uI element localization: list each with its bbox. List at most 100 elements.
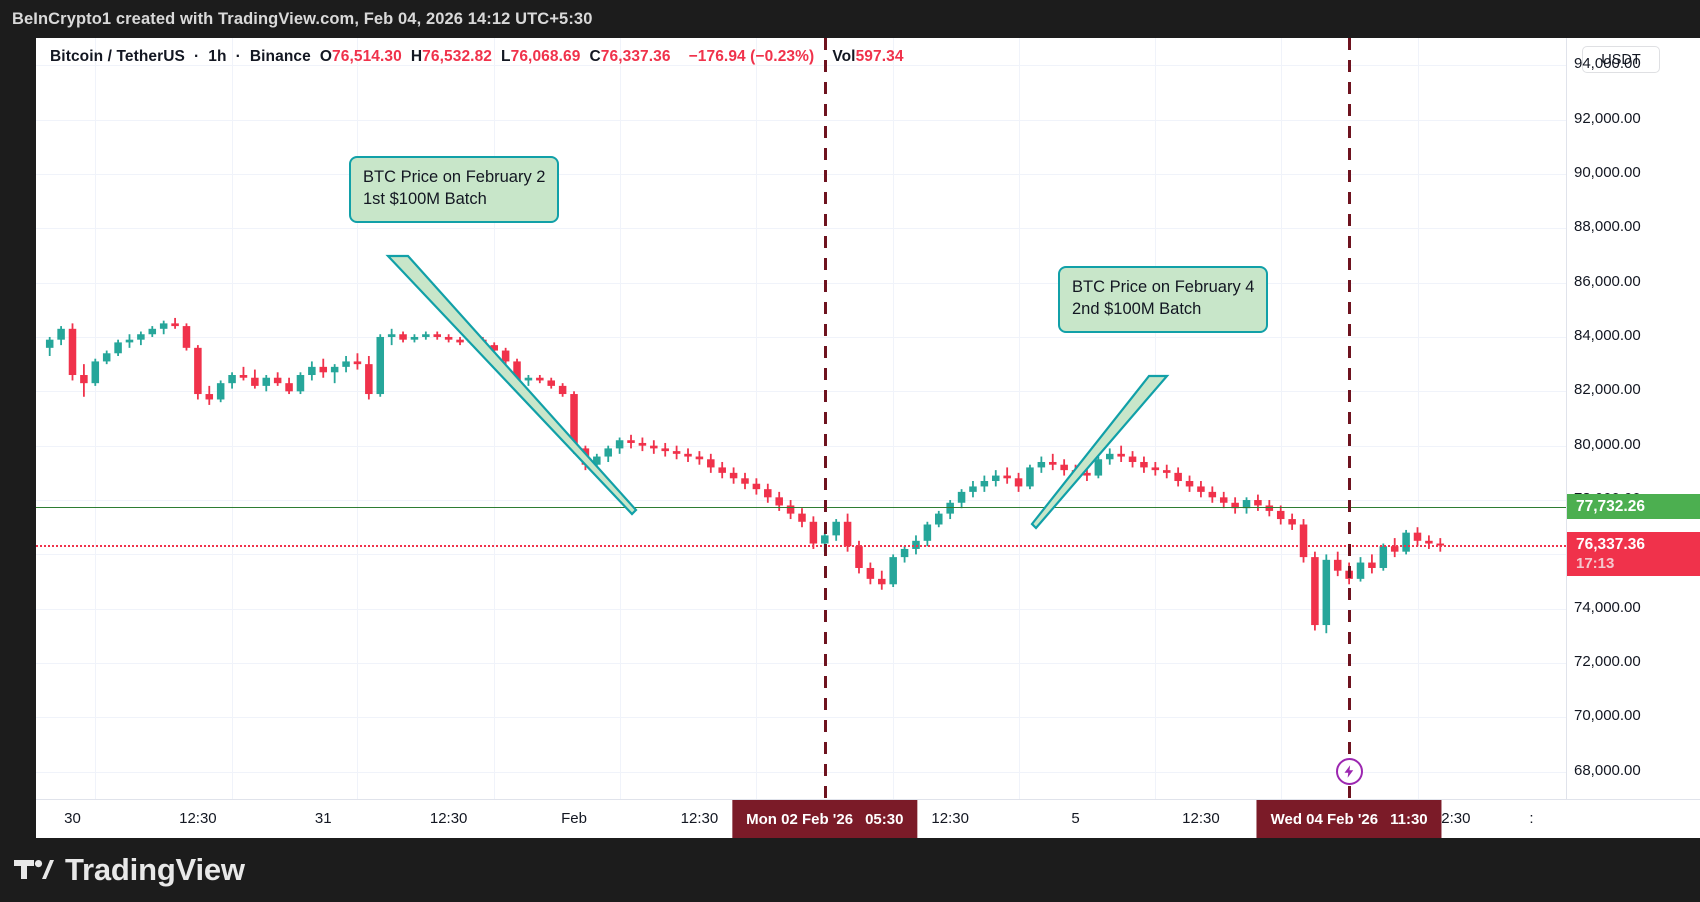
- currency-badge[interactable]: USDT: [1582, 46, 1660, 73]
- callout-2-line-2: 2nd $100M Batch: [1072, 299, 1202, 318]
- time-axis-date-badge: Wed 04 Feb '26 11:30: [1256, 800, 1442, 838]
- gridline-horizontal: [36, 445, 1566, 447]
- current-price-line: [36, 545, 1566, 548]
- time-tick: 5: [1071, 810, 1080, 827]
- callout-2-pointer: [1030, 374, 1170, 530]
- legend-sep-2: ·: [235, 48, 241, 65]
- callout-1-line-1: BTC Price on February 2: [363, 168, 546, 186]
- price-tick: 72,000.00: [1574, 653, 1641, 671]
- gridline-vertical: [95, 38, 96, 799]
- legend-low-label: L: [501, 48, 511, 65]
- legend-high-value: 76,532.82: [422, 48, 493, 65]
- price-tick: 68,000.00: [1574, 761, 1641, 779]
- legend-symbol[interactable]: Bitcoin / TetherUS: [50, 48, 185, 65]
- annotation-callout-2[interactable]: BTC Price on February 4 2nd $100M Batch: [1058, 266, 1269, 333]
- legend-close-label: C: [589, 48, 601, 65]
- legend-interval[interactable]: 1h: [208, 48, 227, 65]
- attribution-bar: BeInCrypto1 created with TradingView.com…: [0, 0, 1700, 38]
- tradingview-wordmark: TradingView: [65, 852, 245, 887]
- time-tick: 12:30: [179, 810, 217, 827]
- time-tick: 12:30: [680, 810, 719, 827]
- gridline-horizontal: [36, 282, 1566, 284]
- price-tick: 90,000.00: [1574, 163, 1641, 181]
- overlay-layer: BTC Price on February 2 1st $100M Batch …: [36, 38, 1566, 799]
- legend-change: −176.94 (−0.23%): [688, 48, 815, 65]
- time-tick: 12:30: [931, 810, 969, 827]
- event-line-feb-2: [823, 38, 827, 799]
- price-tick: 70,000.00: [1574, 707, 1641, 725]
- price-tick: 86,000.00: [1574, 272, 1641, 290]
- left-shade: [0, 38, 36, 838]
- time-tick: 12:30: [1432, 810, 1471, 827]
- legend-high-label: H: [410, 48, 423, 65]
- gridline-vertical: [1281, 38, 1282, 799]
- event-line-feb-4: [1348, 38, 1352, 799]
- legend-close-value: 76,337.36: [600, 48, 671, 65]
- price-tick: 84,000.00: [1574, 326, 1641, 344]
- legend-sep-1: ·: [194, 48, 200, 65]
- legend-open-label: O: [319, 48, 332, 65]
- gridline-horizontal: [36, 608, 1566, 610]
- gridline-vertical: [357, 38, 358, 799]
- legend-volume-label: Vol: [832, 48, 856, 65]
- gridline-vertical: [232, 38, 233, 799]
- time-tick: Feb: [561, 810, 587, 827]
- price-tick: 92,000.00: [1574, 109, 1641, 127]
- legend-low-value: 76,068.69: [510, 48, 581, 65]
- price-tick: 94,000.00: [1574, 55, 1641, 73]
- last-price-tag: 77,732.26: [1567, 494, 1700, 520]
- legend-open-value: 76,514.30: [332, 48, 402, 65]
- gridline-vertical: [893, 38, 894, 799]
- attribution-text: BeInCrypto1 created with TradingView.com…: [12, 9, 593, 28]
- time-axis-date-badge: Mon 02 Feb '26 05:30: [732, 800, 918, 838]
- gridline-vertical: [756, 38, 757, 799]
- gridline-horizontal: [36, 554, 1566, 556]
- current-price-tag: 76,337.36 17:13: [1567, 532, 1700, 577]
- legend-volume-value: 597.34: [855, 48, 904, 65]
- tradingview-logo-icon: [14, 857, 54, 883]
- gridline-horizontal: [36, 228, 1566, 230]
- price-tick: 88,000.00: [1574, 218, 1641, 236]
- grid-layer: [36, 38, 1566, 799]
- annotation-callout-1[interactable]: BTC Price on February 2 1st $100M Batch: [349, 156, 560, 223]
- gridline-horizontal: [36, 173, 1566, 175]
- gridline-vertical: [1418, 38, 1419, 799]
- last-price-line: [36, 507, 1566, 509]
- price-tick: 82,000.00: [1574, 381, 1641, 399]
- date-badge-date: Mon 02 Feb '26: [746, 811, 854, 828]
- gridline-horizontal: [36, 119, 1566, 121]
- legend-exchange[interactable]: Binance: [249, 48, 311, 65]
- time-tick: 30: [64, 810, 81, 827]
- gridline-vertical: [1019, 38, 1020, 799]
- plot-area[interactable]: BTC Price on February 2 1st $100M Batch …: [36, 38, 1566, 799]
- bar-countdown: 17:13: [1576, 555, 1615, 573]
- time-tick: 12:30: [1182, 810, 1220, 827]
- last-price-value: 77,732.26: [1576, 498, 1645, 516]
- price-axis[interactable]: USDT 94,000.00 92,000.00 90,000.00 88,000.0…: [1566, 38, 1700, 838]
- gridline-horizontal: [36, 336, 1566, 338]
- time-tick: :: [1529, 810, 1534, 827]
- chart-legend[interactable]: Bitcoin / TetherUS · 1h · Binance O76,514.30 H…: [50, 48, 904, 66]
- date-badge-date: Wed 04 Feb '26: [1270, 811, 1379, 828]
- gridline-horizontal: [36, 663, 1566, 665]
- time-axis[interactable]: 3012:303112:30Feb12:30312:30512:30612:30…: [36, 799, 1700, 838]
- price-tick: 80,000.00: [1574, 435, 1641, 453]
- time-tick: 31: [314, 810, 332, 827]
- callout-1-line-2: 1st $100M Batch: [363, 189, 487, 208]
- gridline-horizontal: [36, 391, 1566, 393]
- gridline-horizontal: [36, 717, 1566, 719]
- time-tick: 12:30: [429, 810, 468, 827]
- date-badge-time: 11:30: [1390, 811, 1428, 828]
- current-price-value: 76,337.36: [1576, 536, 1645, 554]
- lightning-bolt-icon[interactable]: [1335, 758, 1363, 785]
- price-tick: 74,000.00: [1574, 598, 1641, 616]
- tradingview-branding: TradingView: [0, 838, 1700, 902]
- callout-1-pointer: [385, 254, 638, 516]
- chart-frame: BTC Price on February 2 1st $100M Batch …: [36, 38, 1700, 838]
- gridline-horizontal: [36, 500, 1566, 502]
- gridline-horizontal: [36, 65, 1566, 67]
- callout-2-line-1: BTC Price on February 4: [1072, 278, 1255, 296]
- date-badge-time: 05:30: [865, 811, 904, 828]
- gridline-horizontal: [36, 771, 1566, 773]
